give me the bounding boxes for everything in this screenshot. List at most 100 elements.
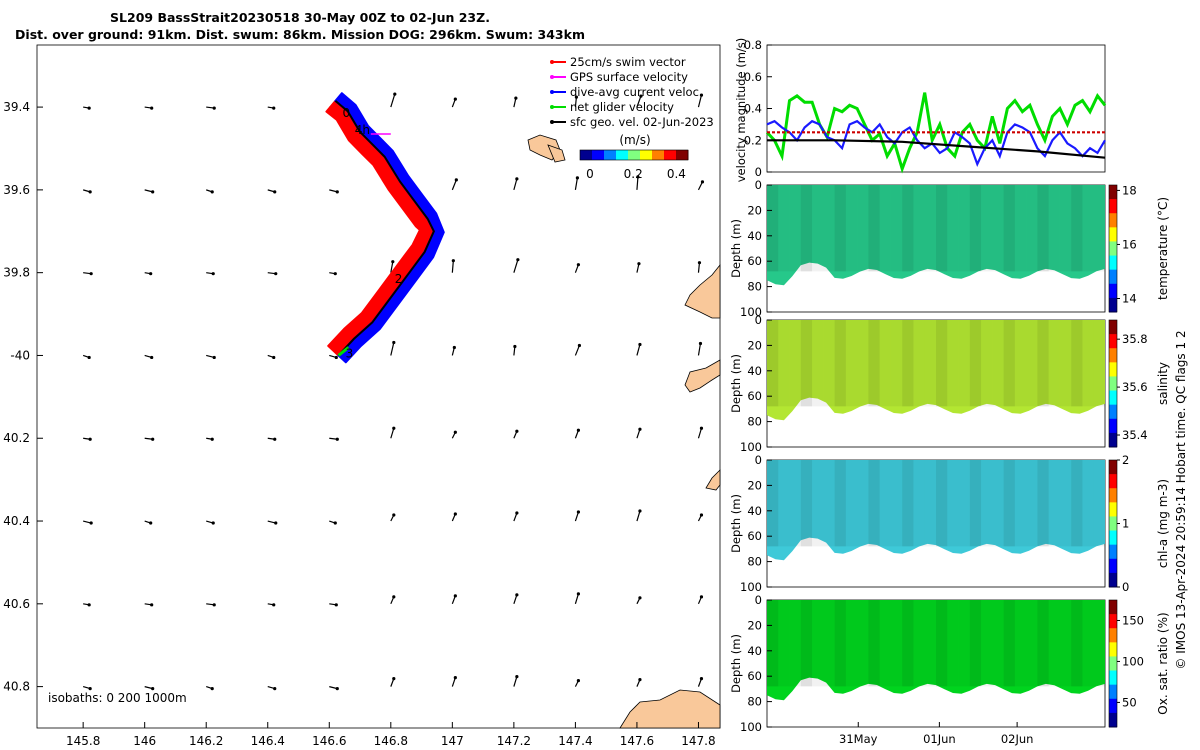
geo-vector-arrow (513, 258, 520, 273)
geo-vector-head (333, 272, 337, 276)
section-stripe (924, 185, 936, 272)
section-stripe (936, 320, 948, 407)
geo-vector-arrow (206, 354, 216, 360)
geo-vector-head (638, 596, 642, 600)
section-colorbar-segment (1109, 432, 1117, 448)
geo-vector-head (576, 428, 581, 432)
section-colorbar-segment (1109, 530, 1117, 546)
section-y-tick-label: 100 (740, 580, 762, 594)
map-x-tick-label: 146.4 (251, 734, 285, 748)
geo-vector-arrow (144, 272, 153, 276)
section-stripe (857, 320, 869, 407)
section-y-tick-label: 80 (747, 695, 762, 709)
geo-vector-arrow (144, 686, 155, 691)
section-y-label: Depth (m) (729, 494, 743, 553)
geo-vector-head (516, 258, 520, 262)
section-x-tick-label: 02Jun (1001, 732, 1034, 746)
land-patch-1 (547, 144, 566, 163)
section-stripe (958, 320, 970, 407)
map-geo-velocity-arrows (82, 92, 705, 691)
section-colorbar-tick-label: 35.6 (1122, 380, 1148, 394)
section-y-tick-label: 20 (747, 203, 762, 217)
geo-vector-arrow (144, 106, 154, 110)
section-stripe (1059, 320, 1072, 407)
section-stripe (845, 185, 858, 272)
section-colorbar-segment (1109, 348, 1117, 363)
geo-vector-arrow (636, 678, 642, 687)
geo-vector-arrow (144, 354, 154, 360)
geo-vector-arrow (451, 430, 457, 439)
section-stripe (834, 600, 846, 687)
section-y-tick-label: 40 (747, 364, 762, 378)
section-stripe (812, 320, 824, 407)
geo-vector-arrow (513, 593, 519, 605)
geo-vector-shaft (390, 342, 395, 356)
section-y-tick-label: 80 (747, 415, 762, 429)
section-stripe (1026, 600, 1038, 687)
velocity-frame (766, 44, 1106, 173)
section-stripe (936, 600, 948, 687)
section-stripe (924, 320, 936, 407)
colorbar-segment (652, 150, 665, 160)
velocity-y-tick-label: 0.4 (744, 102, 762, 116)
section-colorbar-segment (1109, 404, 1117, 420)
map-y-ticks: 39.4 39.6 39.8 -40 40.2 40.4 40.6 40.8 (3, 100, 43, 694)
section-stripe (1037, 185, 1049, 272)
geo-vector-head (453, 676, 457, 680)
section-stripe (969, 185, 982, 272)
section-colorbar-segment (1109, 269, 1117, 285)
glider-track-line (334, 100, 435, 357)
geo-vector-head (89, 521, 93, 525)
geo-vector-arrow (697, 180, 705, 191)
geo-vector-head (88, 190, 92, 194)
geo-vector-arrow (83, 603, 91, 607)
section-stripe (834, 185, 846, 272)
section-panel-salinity: 0 20 40 60 80 100 Depth (m) 35.8 35.6 35.4 salinit… (729, 313, 1170, 454)
geo-vector-head (452, 345, 456, 350)
map-x-tick-label: 146 (133, 734, 156, 748)
section-stripe (981, 185, 993, 272)
section-field (767, 460, 1105, 561)
colorbar-segment (616, 150, 629, 160)
geo-vector-head (273, 190, 277, 194)
velocity-y-label: velocity magnitude (m/s) (734, 38, 748, 183)
section-stripe (947, 600, 959, 687)
section-stripe (902, 600, 914, 687)
section-y-tick-label: 0 (755, 593, 762, 607)
geo-vector-shaft (574, 177, 578, 190)
geo-vector-arrow (206, 106, 216, 110)
section-stripe (834, 460, 846, 547)
geo-vector-head (636, 175, 640, 179)
section-stripe (1093, 320, 1105, 407)
section-colorbar-segment (1109, 488, 1117, 503)
section-stripe (1082, 185, 1094, 272)
geo-vector-head (577, 343, 582, 348)
section-field (767, 185, 1105, 286)
geo-vector-arrow (697, 261, 702, 273)
map-y-tick-label: -40 (10, 348, 30, 362)
legend-entry: 25cm/s swim vector (570, 55, 686, 69)
geo-vector-shaft (697, 428, 703, 439)
section-stripe (857, 185, 869, 272)
land-patch-2 (684, 263, 721, 319)
section-stripe (890, 320, 903, 407)
geo-vector-arrow (513, 177, 519, 191)
section-stripe (1037, 460, 1049, 547)
map-y-tick-label: 39.8 (3, 266, 30, 280)
section-stripe (947, 460, 959, 547)
section-stripe (823, 320, 835, 407)
geo-vector-head (150, 603, 154, 607)
section-colorbar-segment (1109, 474, 1117, 489)
section-stripe (1037, 600, 1049, 687)
section-stripe (1003, 600, 1015, 687)
section-colorbar-segment (1109, 698, 1117, 714)
colorbar-segment (676, 150, 689, 160)
geo-vector-arrow (83, 520, 93, 525)
section-colorbar-segment (1109, 390, 1117, 406)
section-stripe (1071, 600, 1083, 687)
section-colorbar-segment (1109, 199, 1117, 214)
section-y-tick-label: 20 (747, 338, 762, 352)
track-time-label: 4h (355, 123, 370, 137)
section-colorbar-segment (1109, 642, 1117, 657)
